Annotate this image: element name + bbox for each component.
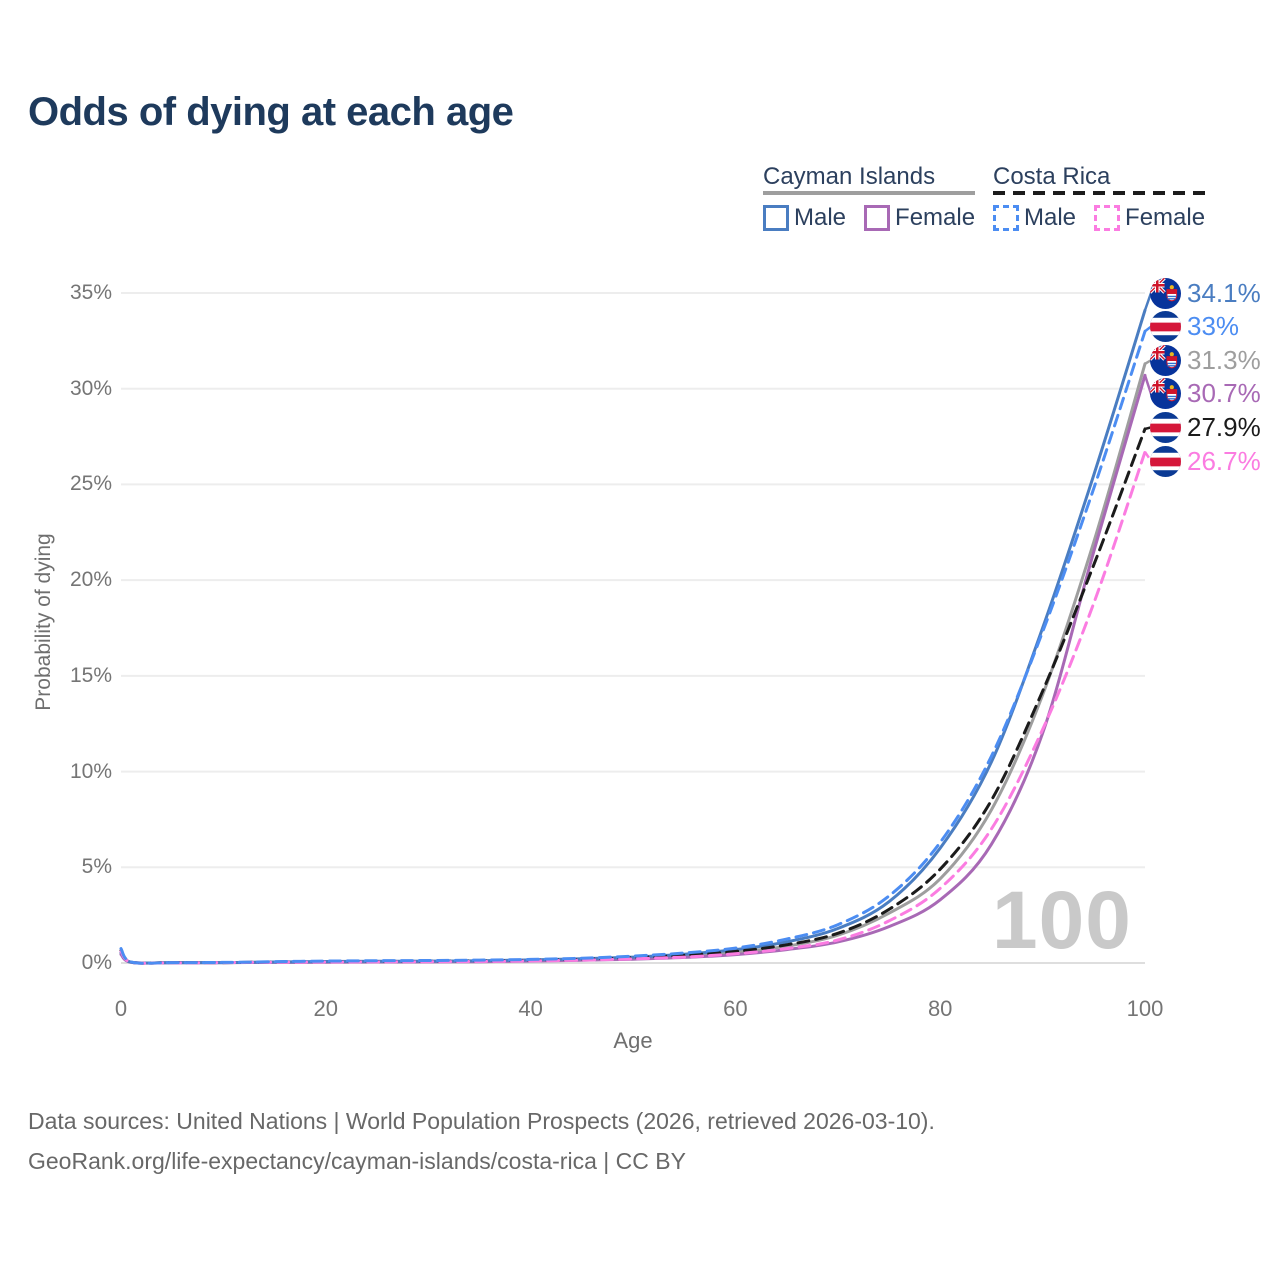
cayman-islands-line-sample xyxy=(763,191,976,195)
y-tick-label: 35% xyxy=(69,281,112,304)
legend-group-cayman-islands: Cayman Islands Male Female xyxy=(763,163,976,232)
series-line-costa-rica-male[interactable] xyxy=(119,329,1147,965)
end-label-value: 34.1% xyxy=(1187,277,1261,308)
end-label-cayman-islands-male: 34.1% xyxy=(1150,277,1261,309)
legend-item-label: Male xyxy=(1024,204,1077,231)
y-tick-label: 15% xyxy=(69,663,112,687)
y-tick-label: 25% xyxy=(69,472,112,496)
series-line-costa-rica-female[interactable] xyxy=(119,450,1147,965)
cayman-male-swatch-icon xyxy=(763,205,789,231)
costa-rica-line-sample xyxy=(993,191,1206,195)
y-tick-label: 30% xyxy=(69,376,112,400)
legend-item-cayman-male[interactable]: Male xyxy=(763,204,846,232)
x-tick-label: 20 xyxy=(313,996,339,1021)
end-label-value: 30.7% xyxy=(1187,378,1261,409)
x-tick-label: 80 xyxy=(927,996,953,1021)
end-label-value: 31.3% xyxy=(1187,344,1261,375)
end-label-value: 26.7% xyxy=(1187,445,1261,476)
costa-rica-flag-icon xyxy=(1150,445,1181,477)
legend-group-costa-rica: Costa Rica Male Female xyxy=(993,163,1206,232)
costa-rica-male-swatch-icon xyxy=(993,205,1019,231)
series-line-cayman-islands-male[interactable] xyxy=(119,308,1147,965)
end-label-value: 27.9% xyxy=(1187,411,1261,442)
cayman-islands-flag-icon xyxy=(1150,277,1181,309)
legend-item-label: Male xyxy=(794,204,847,231)
y-tick-label: 20% xyxy=(69,568,112,592)
x-axis-title: Age xyxy=(613,1028,653,1053)
series-line-costa-rica-all[interactable] xyxy=(119,427,1147,965)
costa-rica-female-swatch-icon xyxy=(1094,205,1121,231)
age-indicator-watermark: 100 xyxy=(992,875,1132,966)
x-tick-label: 60 xyxy=(723,996,748,1021)
legend-item-costa-rica-male[interactable]: Male xyxy=(993,204,1076,232)
end-label-cayman-islands-female: 30.7% xyxy=(1150,378,1261,410)
data-sources-note: Data sources: United Nations | World Pop… xyxy=(28,1108,935,1134)
x-tick-label: 0 xyxy=(114,996,128,1021)
page-title: Odds of dying at each age xyxy=(28,90,514,134)
end-label-cayman-islands-all: 31.3% xyxy=(1150,344,1261,376)
legend-item-cayman-female[interactable]: Female xyxy=(864,204,975,232)
legend-group-title: Cayman Islands xyxy=(763,163,936,190)
cayman-islands-flag-icon xyxy=(1150,378,1181,410)
y-tick-label: 5% xyxy=(81,855,112,879)
series-line-cayman-islands-female[interactable] xyxy=(119,373,1147,965)
y-tick-label: 10% xyxy=(69,759,112,783)
legend-item-label: Female xyxy=(895,204,976,231)
cayman-islands-flag-icon xyxy=(1150,344,1181,376)
cayman-female-swatch-icon xyxy=(864,205,891,231)
x-tick-label: 100 xyxy=(1126,996,1164,1021)
end-label-costa-rica-all: 27.9% xyxy=(1150,411,1261,443)
legend-item-label: Female xyxy=(1125,204,1206,231)
legend-group-title: Costa Rica xyxy=(993,163,1111,190)
end-label-value: 33% xyxy=(1187,311,1240,342)
series-line-cayman-islands-all[interactable] xyxy=(119,362,1147,965)
end-label-costa-rica-female: 26.7% xyxy=(1150,445,1261,477)
costa-rica-flag-icon xyxy=(1150,311,1181,343)
attribution-note: GeoRank.org/life-expectancy/cayman-islan… xyxy=(28,1148,686,1174)
costa-rica-flag-icon xyxy=(1150,411,1181,443)
y-tick-label: 0% xyxy=(81,951,112,974)
legend-item-costa-rica-female[interactable]: Female xyxy=(1094,204,1205,232)
x-tick-label: 40 xyxy=(518,996,543,1021)
end-label-costa-rica-male: 33% xyxy=(1150,311,1239,343)
